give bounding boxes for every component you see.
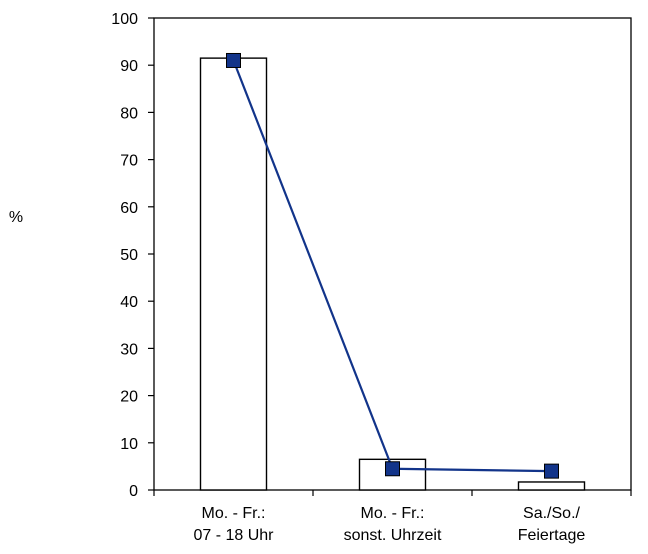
y-tick-label: 90 xyxy=(120,58,138,75)
x-tick-label: Feiertage xyxy=(518,527,586,544)
bar xyxy=(199,57,268,491)
y-tick-label: 70 xyxy=(120,153,138,170)
x-tick-label: 07 - 18 Uhr xyxy=(193,527,274,544)
y-tick-label: 60 xyxy=(120,200,138,217)
plot-area: 0 10 20 30 40 50 60 70 80 90 100 Mo. - Fr.: 07 - 18 … xyxy=(111,11,632,544)
y-axis-label: % xyxy=(9,209,23,226)
x-tick-label: Mo. - Fr.: xyxy=(202,505,266,522)
x-tick-label: sonst. Uhrzeit xyxy=(344,527,442,544)
x-tick-label: Mo. - Fr.: xyxy=(361,505,425,522)
x-tick-label: Sa./So./ xyxy=(523,505,580,522)
y-tick-label: 10 xyxy=(120,436,138,453)
y-tick-label: 40 xyxy=(120,294,138,311)
y-tick-label: 20 xyxy=(120,389,138,406)
y-tick-label: 50 xyxy=(120,247,138,264)
y-tick-label: 80 xyxy=(120,105,138,122)
bar xyxy=(517,481,586,491)
series-line xyxy=(232,60,552,473)
line-point-marker xyxy=(385,461,400,477)
y-tick-label: 0 xyxy=(129,483,138,500)
line-point-marker xyxy=(226,52,241,68)
line-point-marker xyxy=(544,463,559,479)
y-tick-label: 30 xyxy=(120,341,138,358)
y-tick-label: 100 xyxy=(111,11,138,28)
